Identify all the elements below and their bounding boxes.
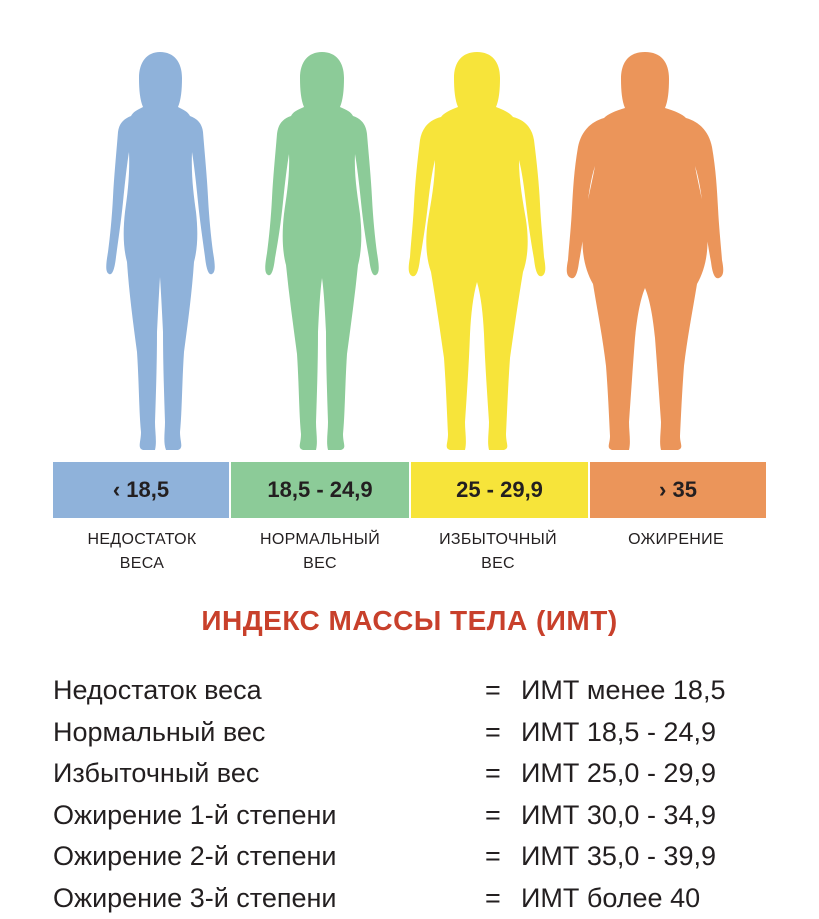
underweight-figure xyxy=(103,52,218,452)
label-underweight: НЕДОСТАТОК ВЕСА xyxy=(53,528,231,576)
label-obese: ОЖИРЕНИЕ xyxy=(587,528,765,576)
label-underweight-line1: НЕДОСТАТОК xyxy=(87,531,197,548)
table-row: Недостаток веса = ИМТ менее 18,5 xyxy=(53,670,773,712)
row-value: ИМТ 35,0 - 39,9 xyxy=(521,841,716,871)
row-value: ИМТ 18,5 - 24,9 xyxy=(521,716,716,747)
page-title: ИНДЕКС МАССЫ ТЕЛА (ИМТ) xyxy=(201,605,618,636)
band-normal-range: 18,5 - 24,9 xyxy=(267,477,373,502)
row-category: Ожирение 2-й степени xyxy=(53,841,337,871)
band-underweight-range: ‹ 18,5 xyxy=(112,477,170,502)
label-overweight-line2: ВЕС xyxy=(481,555,515,572)
label-normal-line1: НОРМАЛЬНЫЙ xyxy=(259,531,381,548)
label-overweight: ИЗБЫТОЧНЫЙ ВЕС xyxy=(409,528,587,576)
row-equals: = xyxy=(485,716,501,747)
row-equals: = xyxy=(485,841,501,871)
label-normal: НОРМАЛЬНЫЙ ВЕС xyxy=(231,528,409,576)
row-category: Недостаток веса xyxy=(53,675,262,705)
band-underweight: ‹ 18,5 xyxy=(53,462,229,518)
row-value: ИМТ 25,0 - 29,9 xyxy=(521,758,716,788)
overweight-figure xyxy=(407,52,547,452)
label-overweight-line1: ИЗБЫТОЧНЫЙ xyxy=(439,531,557,548)
table-row: Избыточный вес = ИМТ 25,0 - 29,9 xyxy=(53,753,773,795)
row-category: Избыточный вес xyxy=(53,758,260,788)
obese-figure xyxy=(565,52,725,452)
bmi-table: Недостаток веса = ИМТ менее 18,5 Нормаль… xyxy=(53,670,773,919)
label-normal-line2: ВЕС xyxy=(303,555,337,572)
table-row: Ожирение 3-й степени = ИМТ более 40 xyxy=(53,878,773,919)
table-row: Ожирение 2-й степени = ИМТ 35,0 - 39,9 xyxy=(53,836,773,878)
band-overweight: 25 - 29,9 xyxy=(411,462,588,518)
row-category: Ожирение 1-й степени xyxy=(53,799,337,830)
band-normal: 18,5 - 24,9 xyxy=(231,462,409,518)
label-underweight-line2: ВЕСА xyxy=(119,555,165,572)
body-figures xyxy=(103,52,725,452)
row-value: ИМТ 30,0 - 34,9 xyxy=(521,799,716,830)
band-overweight-range: 25 - 29,9 xyxy=(456,477,543,502)
label-obese-line1: ОЖИРЕНИЕ xyxy=(628,531,724,548)
row-value: ИМТ более 40 xyxy=(521,882,701,913)
band-obese-range: › 35 xyxy=(659,477,697,502)
normal-weight-figure xyxy=(262,52,382,452)
row-category: Ожирение 3-й степени xyxy=(53,882,337,913)
table-row: Нормальный вес = ИМТ 18,5 - 24,9 xyxy=(53,712,773,754)
row-equals: = xyxy=(485,758,501,788)
row-category: Нормальный вес xyxy=(53,716,266,747)
band-obese: › 35 xyxy=(590,462,766,518)
bmi-range-bands: ‹ 18,5 18,5 - 24,9 25 - 29,9 › 35 xyxy=(53,462,766,518)
table-row: Ожирение 1-й степени = ИМТ 30,0 - 34,9 xyxy=(53,795,773,837)
row-equals: = xyxy=(485,675,501,705)
category-labels: НЕДОСТАТОК ВЕСА НОРМАЛЬНЫЙ ВЕС ИЗБЫТОЧНЫ… xyxy=(53,528,766,576)
row-value: ИМТ менее 18,5 xyxy=(521,675,726,705)
row-equals: = xyxy=(485,799,501,830)
row-equals: = xyxy=(485,882,501,913)
